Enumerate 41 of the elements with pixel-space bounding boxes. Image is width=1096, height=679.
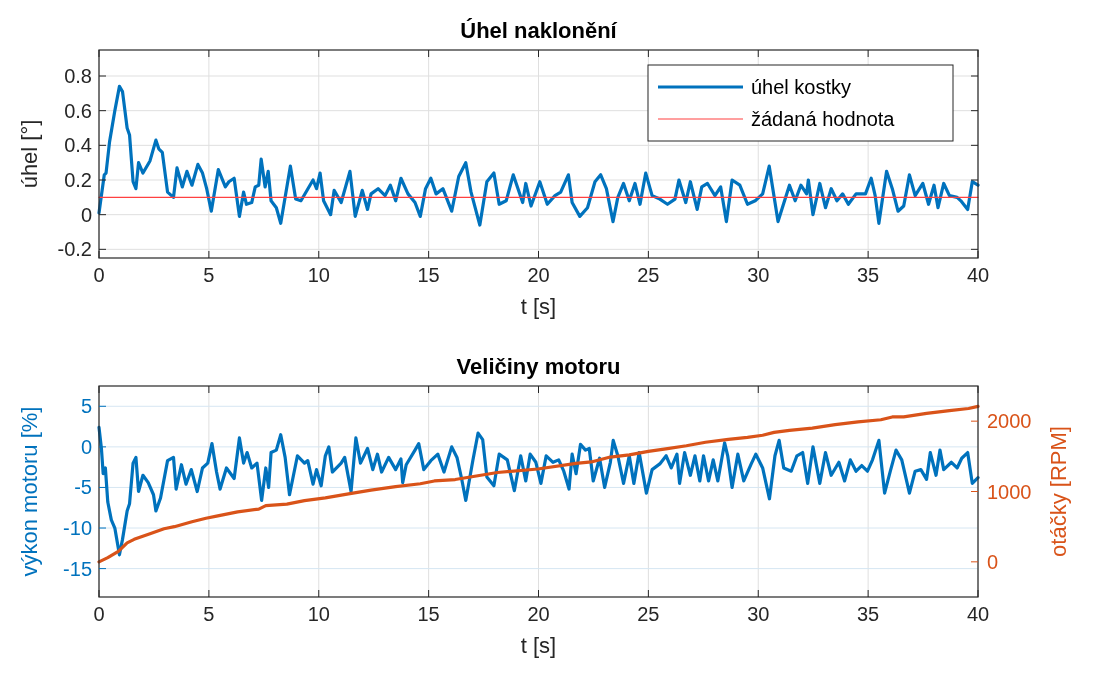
y-tick-label: 0.8 <box>64 65 92 87</box>
x-axis-title: t [s] <box>520 294 557 319</box>
y-axis-title: výkon motoru [%] <box>17 406 42 577</box>
y-tick-label: -10 <box>63 517 92 540</box>
legend-label: úhel kostky <box>751 76 852 98</box>
y-tick-label: 0 <box>80 435 92 458</box>
y-tick-label: 0 <box>80 203 92 226</box>
y2-tick-label: 2000 <box>987 410 1032 433</box>
chart-title: Úhel naklonění <box>460 18 618 43</box>
y-tick-label: -5 <box>74 476 92 499</box>
x-tick-label: 30 <box>747 264 770 286</box>
y-tick-label: -0.2 <box>57 238 92 261</box>
chart-title: Veličiny motoru <box>456 354 621 379</box>
x-tick-label: 25 <box>637 603 660 625</box>
y2-tick-label: 0 <box>987 550 999 573</box>
y2-axis-title: otáčky [RPM] <box>1046 426 1071 557</box>
x-tick-label: 10 <box>307 603 330 625</box>
x-tick-label: 35 <box>857 264 880 286</box>
y-tick-label: 5 <box>80 395 92 418</box>
x-axis-title: t [s] <box>520 633 557 658</box>
x-tick-label: 40 <box>966 603 990 625</box>
x-tick-label: 20 <box>527 264 550 286</box>
y-tick-label: 0.4 <box>64 134 92 157</box>
y2-tick-label: 1000 <box>987 480 1032 503</box>
legend-label: žádaná hodnota <box>751 108 896 130</box>
x-tick-label: 5 <box>203 603 215 625</box>
x-tick-label: 15 <box>417 603 440 625</box>
line-series <box>97 425 980 557</box>
x-tick-label: 40 <box>966 264 990 286</box>
y-tick-label: 0.2 <box>64 169 92 191</box>
x-tick-label: 10 <box>307 264 330 286</box>
x-tick-label: 5 <box>203 264 215 286</box>
x-tick-label: 20 <box>527 603 550 625</box>
x-tick-label: 30 <box>747 603 770 625</box>
y-axis-title: úhel [°] <box>17 119 42 189</box>
x-tick-label: 35 <box>857 603 880 625</box>
x-tick-label: 15 <box>417 264 440 286</box>
y-tick-label: 0.6 <box>64 99 92 122</box>
x-tick-label: 25 <box>637 264 660 286</box>
y-tick-label: -15 <box>63 557 92 580</box>
line-series <box>97 404 980 564</box>
